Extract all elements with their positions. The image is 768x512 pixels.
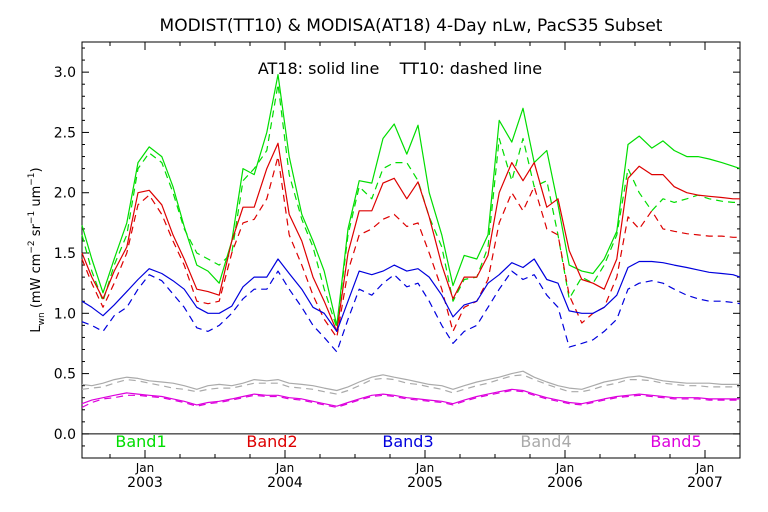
plot-frame [81,41,741,459]
legend-layer: Band1 Band2 Band3 Band4 Band5 [115,432,701,451]
y-tick-label: 0.0 [54,427,76,443]
x-tick-label-year: 2004 [267,475,303,491]
series-layer [81,73,741,408]
band3-solid-line [81,258,741,332]
band4-solid-line [81,370,740,392]
band2-dashed-line [81,156,740,338]
y-axis-label-exp2: −1 [27,211,37,224]
legend-band3: Band3 [382,432,433,451]
line-style-annotation: AT18: solid line TT10: dashed line [258,59,542,78]
y-axis-label-close: ) [29,167,44,172]
legend-band5: Band5 [650,432,701,451]
y-axis-label-sr: sr [29,223,44,240]
x-tick-label-year: 2003 [127,475,163,491]
axes-layer: 0.00.51.01.52.02.53.0Jan2003Jan2004Jan20… [54,42,740,491]
x-tick-label-month: Jan [275,461,295,475]
x-tick-label-month: Jan [555,461,575,475]
y-tick-label: 1.5 [54,246,76,262]
band1-dashed-line [81,83,740,329]
y-tick-label: 2.5 [54,125,76,141]
y-axis-label-um: um [29,186,44,211]
band5-solid-line [81,388,740,407]
band1-solid-line [81,73,741,326]
x-tick-label-year: 2005 [407,475,443,491]
band5-dashed-line [81,389,740,408]
x-tick-label-year: 2006 [547,475,583,491]
y-axis-label-subscript: wn [37,312,47,325]
y-axis-label-exp1: −2 [27,240,37,253]
x-tick-label-month: Jan [135,461,155,475]
x-tick-label-month: Jan [415,461,435,475]
y-tick-label: 0.5 [54,367,76,383]
y-tick-label: 3.0 [54,65,76,81]
y-tick-label: 2.0 [54,186,76,202]
y-tick-label: 1.0 [54,306,76,322]
band4-dashed-line [81,374,740,395]
x-tick-label-year: 2007 [687,475,723,491]
band3-dashed-line [81,270,741,353]
legend-band1: Band1 [115,432,166,451]
y-axis-label: Lwn (mW cm−2 sr−1 um−1) [27,167,47,332]
chart-title: MODIST(TT10) & MODISA(AT18) 4-Day nLw, P… [160,16,663,36]
y-axis-label-units: (mW cm [29,254,44,313]
y-axis-label-exp3: −1 [27,172,37,185]
y-axis-label-base: L [29,325,44,333]
legend-band4: Band4 [520,432,571,451]
legend-band2: Band2 [246,432,297,451]
x-tick-label-month: Jan [695,461,715,475]
band2-solid-line [81,142,740,332]
